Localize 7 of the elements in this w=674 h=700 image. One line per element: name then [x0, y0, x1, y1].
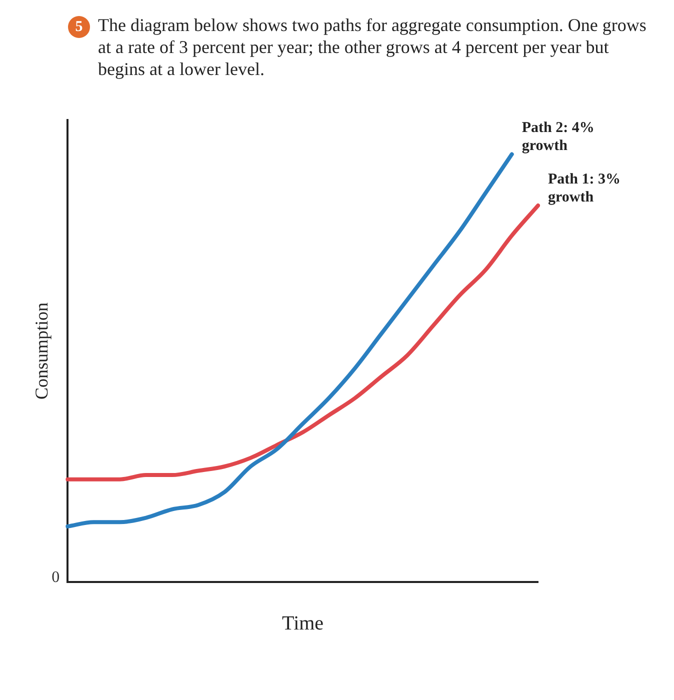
text: 0 — [52, 569, 60, 586]
chart-title: The diagram below shows two paths for aggregate consumption. One grows at a rate of 3 percent per year; the other grows at 4 percent per year but begins at a lower level. — [98, 14, 648, 80]
series-label: Path 2: 4% growth — [522, 120, 594, 154]
x-axis-title: Time — [282, 612, 324, 634]
series-label: Path 1: 3% growth — [548, 172, 620, 206]
text: 5 — [68, 16, 90, 38]
y-axis-title: Consumption — [32, 302, 52, 400]
